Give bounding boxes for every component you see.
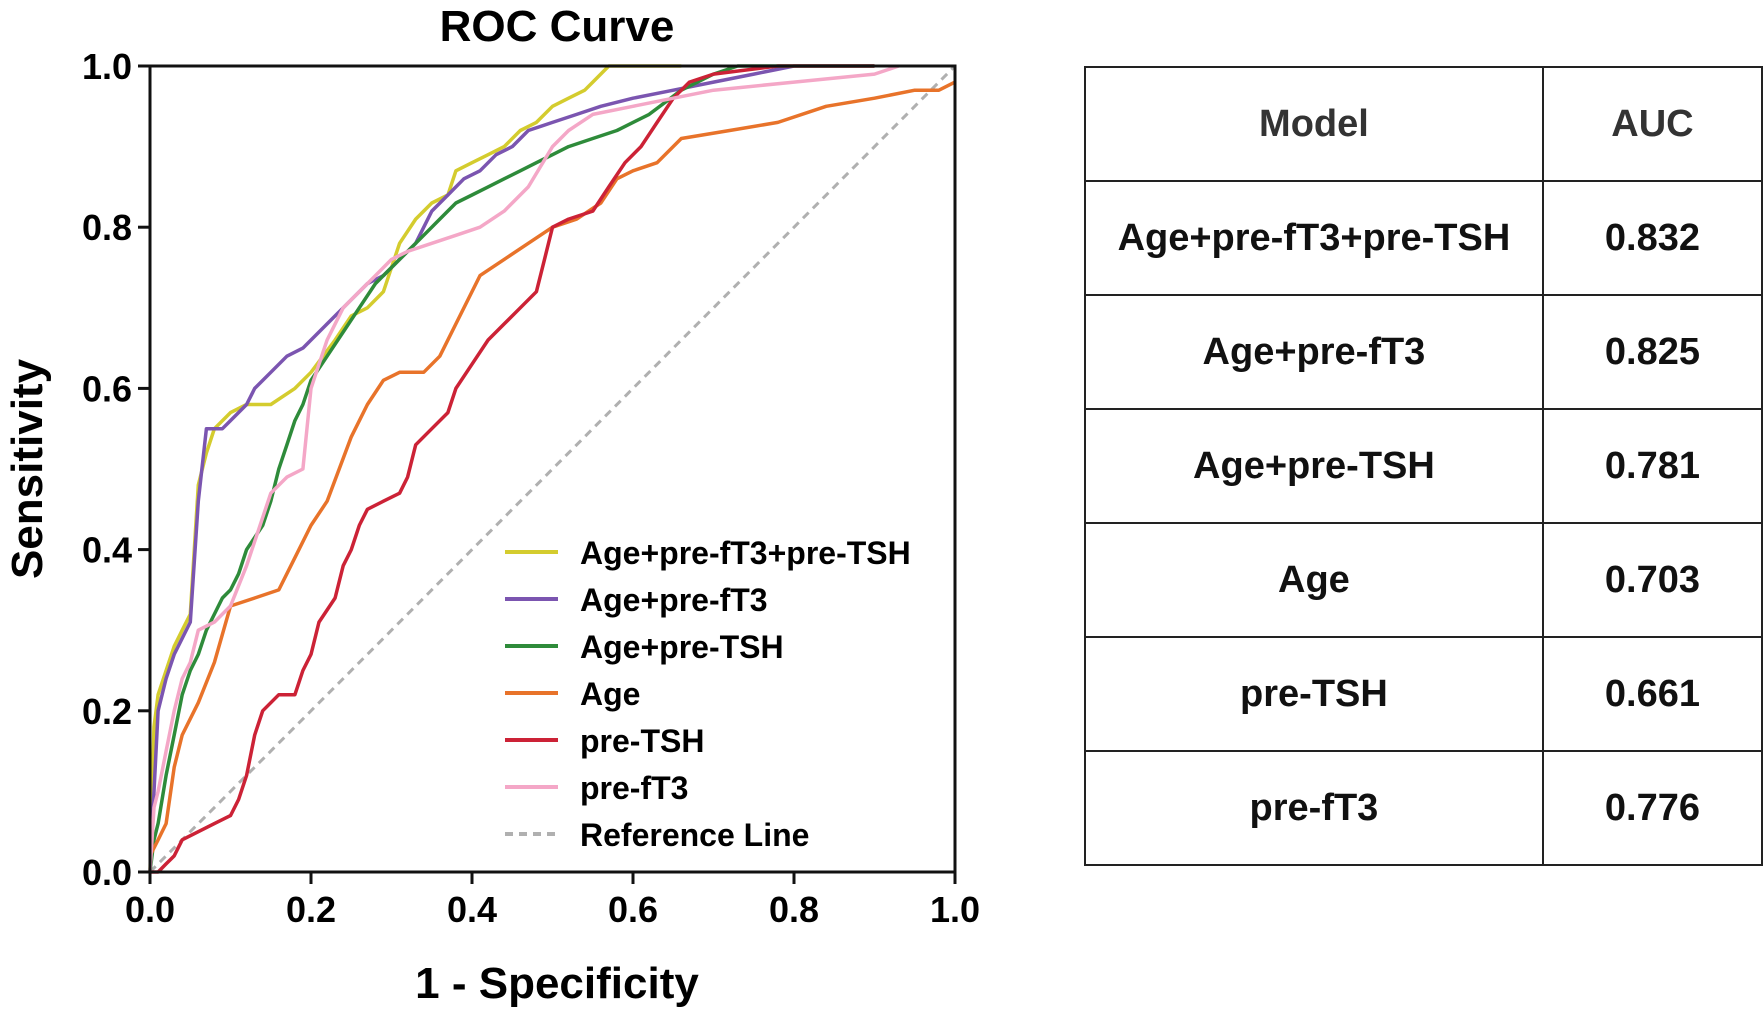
curves-group xyxy=(148,64,957,874)
table-header-row: Model AUC xyxy=(1084,66,1763,182)
auc-table: Model AUC Age+pre-fT3+pre-TSH 0.832 Age+… xyxy=(1084,66,1763,866)
legend-label-age: Age xyxy=(580,676,640,712)
legend-label-pre-tsh: pre-TSH xyxy=(580,723,704,759)
y-tick-label: 0.4 xyxy=(82,530,132,571)
model-cell: Age+pre-fT3 xyxy=(1084,294,1544,410)
auc-cell: 0.703 xyxy=(1541,522,1763,638)
header-model: Model xyxy=(1084,66,1544,182)
x-axis-title: 1 - Specificity xyxy=(415,959,699,1008)
legend-label-age-pre-tsh: Age+pre-TSH xyxy=(580,629,784,665)
y-tick-label: 0.0 xyxy=(82,852,132,893)
auc-cell: 0.825 xyxy=(1541,294,1763,410)
x-tick-label: 0.6 xyxy=(608,889,658,930)
table-row: pre-fT3 0.776 xyxy=(1084,750,1763,866)
legend-label-age-pre-ft3-pre-tsh: Age+pre-fT3+pre-TSH xyxy=(580,535,911,571)
table-row: Age+pre-fT3 0.825 xyxy=(1084,294,1763,410)
model-cell: pre-TSH xyxy=(1084,636,1544,752)
table-row: Age+pre-TSH 0.781 xyxy=(1084,408,1763,524)
y-tick-label: 1.0 xyxy=(82,46,132,87)
y-tick-label: 0.8 xyxy=(82,207,132,248)
table-row: Age+pre-fT3+pre-TSH 0.832 xyxy=(1084,180,1763,296)
model-cell: pre-fT3 xyxy=(1084,750,1544,866)
auc-cell: 0.832 xyxy=(1541,180,1763,296)
x-tick-label: 0.4 xyxy=(447,889,497,930)
chart-title: ROC Curve xyxy=(440,2,675,51)
model-cell: Age+pre-TSH xyxy=(1084,408,1544,524)
y-axis-ticks: 0.0 0.2 0.4 0.6 0.8 1.0 xyxy=(82,46,150,893)
auc-cell: 0.781 xyxy=(1541,408,1763,524)
x-tick-label: 0.0 xyxy=(125,889,175,930)
x-tick-label: 0.8 xyxy=(769,889,819,930)
series-line-age-pre-tsh xyxy=(148,64,875,873)
series-line-age xyxy=(148,80,956,857)
x-tick-label: 0.2 xyxy=(286,889,336,930)
model-cell: Age xyxy=(1084,522,1544,638)
roc-chart: ROC Curve Age+pre-fT3+pre-TSHAge+pre-fT3… xyxy=(3,2,980,1008)
series-line-pre-ft3 xyxy=(148,64,900,873)
auc-cell: 0.776 xyxy=(1541,750,1763,866)
auc-cell: 0.661 xyxy=(1541,636,1763,752)
x-axis-ticks: 0.0 0.2 0.4 0.6 0.8 1.0 xyxy=(125,872,980,930)
series-line-age-pre-ft3 xyxy=(148,64,875,873)
x-tick-label: 1.0 xyxy=(930,889,980,930)
y-axis-title: Sensitivity xyxy=(3,358,52,579)
legend-label-reference-line: Reference Line xyxy=(580,817,809,853)
series-line-pre-tsh xyxy=(150,64,875,874)
plot-frame xyxy=(148,64,957,874)
model-cell: Age+pre-fT3+pre-TSH xyxy=(1084,180,1544,296)
table-row: Age 0.703 xyxy=(1084,522,1763,638)
y-tick-label: 0.6 xyxy=(82,368,132,409)
table-row: pre-TSH 0.661 xyxy=(1084,636,1763,752)
legend-label-pre-ft3: pre-fT3 xyxy=(580,770,688,806)
legend-label-age-pre-ft3: Age+pre-fT3 xyxy=(580,582,768,618)
legend: Age+pre-fT3+pre-TSH Age+pre-fT3 Age+pre-TS… xyxy=(505,535,911,853)
series-line-reference-line xyxy=(148,64,957,874)
y-tick-label: 0.2 xyxy=(82,691,132,732)
header-auc: AUC xyxy=(1541,66,1763,182)
